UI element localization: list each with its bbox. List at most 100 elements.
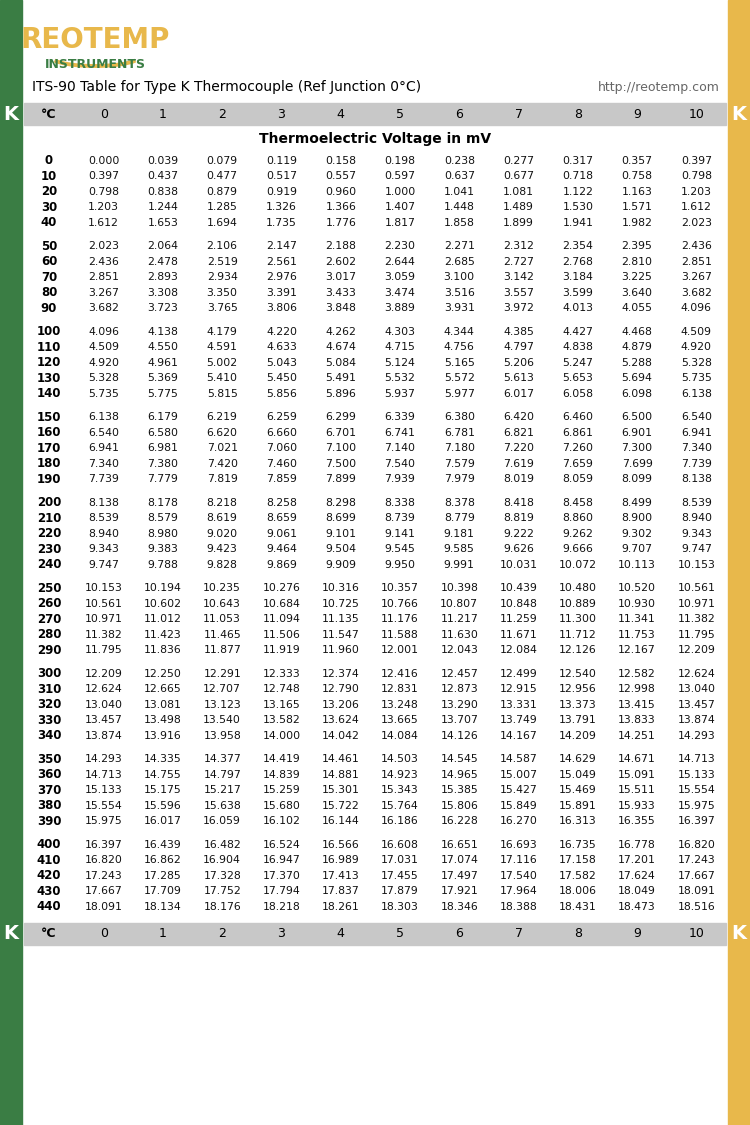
- Text: 4.591: 4.591: [207, 342, 238, 352]
- Text: 12.790: 12.790: [322, 684, 360, 694]
- Text: 18.261: 18.261: [322, 902, 359, 911]
- Text: 2.436: 2.436: [681, 241, 712, 251]
- Text: 10.276: 10.276: [262, 583, 301, 593]
- Text: 140: 140: [37, 387, 62, 400]
- Text: 2.934: 2.934: [207, 272, 238, 282]
- Text: 11.259: 11.259: [500, 614, 538, 624]
- Text: 1.530: 1.530: [562, 202, 593, 213]
- Text: 14.251: 14.251: [618, 731, 656, 740]
- Text: 3.557: 3.557: [503, 288, 534, 298]
- Text: 10.439: 10.439: [500, 583, 538, 593]
- Text: 5.491: 5.491: [326, 374, 356, 384]
- Text: 11.753: 11.753: [618, 630, 656, 640]
- Text: 18.006: 18.006: [559, 886, 597, 897]
- Text: 13.916: 13.916: [144, 731, 182, 740]
- Text: 5.124: 5.124: [385, 358, 416, 368]
- Text: 8.458: 8.458: [562, 497, 593, 507]
- Text: 11.465: 11.465: [203, 630, 241, 640]
- Text: 7.899: 7.899: [326, 475, 356, 484]
- Text: 15.133: 15.133: [677, 770, 716, 780]
- Text: 15.849: 15.849: [500, 801, 538, 811]
- Text: 10.235: 10.235: [203, 583, 241, 593]
- Text: 13.540: 13.540: [203, 716, 241, 726]
- Text: 16.059: 16.059: [203, 817, 241, 826]
- Text: 15.259: 15.259: [262, 785, 300, 795]
- Text: K: K: [4, 105, 19, 124]
- Text: 2.478: 2.478: [148, 256, 178, 267]
- Text: 16.820: 16.820: [677, 839, 716, 849]
- Text: 12.748: 12.748: [262, 684, 300, 694]
- Text: 6.017: 6.017: [503, 389, 534, 398]
- Text: 0: 0: [100, 108, 108, 120]
- Text: 7.140: 7.140: [385, 443, 416, 453]
- Text: 0.758: 0.758: [622, 171, 652, 181]
- Text: 17.624: 17.624: [618, 871, 656, 881]
- Text: 14.084: 14.084: [381, 731, 419, 740]
- Text: 5.613: 5.613: [503, 374, 534, 384]
- Text: 1.735: 1.735: [266, 218, 297, 227]
- Text: 6.620: 6.620: [207, 428, 238, 438]
- Text: 11.382: 11.382: [85, 630, 122, 640]
- Text: 13.331: 13.331: [500, 700, 538, 710]
- Text: 18.218: 18.218: [262, 902, 300, 911]
- Text: 5.896: 5.896: [326, 389, 356, 398]
- Text: 0.517: 0.517: [266, 171, 297, 181]
- Text: 6.981: 6.981: [148, 443, 178, 453]
- Text: 0.357: 0.357: [622, 155, 652, 165]
- Text: 7.979: 7.979: [444, 475, 475, 484]
- Text: 15.933: 15.933: [618, 801, 656, 811]
- Text: 17.074: 17.074: [440, 855, 479, 865]
- Text: 300: 300: [37, 667, 62, 681]
- Bar: [24, 104, 726, 125]
- Text: 3.017: 3.017: [326, 272, 356, 282]
- Text: 60: 60: [40, 255, 57, 268]
- Text: 13.206: 13.206: [322, 700, 360, 710]
- Text: 340: 340: [37, 729, 62, 742]
- Text: 10.971: 10.971: [677, 598, 716, 609]
- Text: 280: 280: [37, 628, 62, 641]
- Text: 16.651: 16.651: [440, 839, 479, 849]
- Text: 9.343: 9.343: [88, 544, 119, 555]
- Text: 13.833: 13.833: [618, 716, 656, 726]
- Text: 2.851: 2.851: [681, 256, 712, 267]
- Text: 6.741: 6.741: [385, 428, 416, 438]
- Text: 12.291: 12.291: [203, 668, 241, 678]
- Text: ITS-90 Table for Type K Thermocouple (Ref Junction 0°C): ITS-90 Table for Type K Thermocouple (Re…: [32, 80, 422, 94]
- Text: 13.457: 13.457: [677, 700, 716, 710]
- Text: 160: 160: [37, 426, 62, 439]
- Text: 15.722: 15.722: [322, 801, 359, 811]
- Text: 2.436: 2.436: [88, 256, 119, 267]
- Text: 6.179: 6.179: [148, 412, 178, 422]
- Text: 12.582: 12.582: [618, 668, 656, 678]
- Text: 10: 10: [688, 108, 704, 120]
- Text: 14.042: 14.042: [322, 731, 360, 740]
- Text: 0: 0: [100, 927, 108, 940]
- Text: 1.489: 1.489: [503, 202, 534, 213]
- Text: 12.126: 12.126: [559, 646, 597, 655]
- Text: 12.915: 12.915: [500, 684, 538, 694]
- Text: 15.680: 15.680: [262, 801, 301, 811]
- Text: 17.964: 17.964: [500, 886, 538, 897]
- Text: 8: 8: [574, 927, 582, 940]
- Text: 420: 420: [37, 870, 62, 882]
- Text: 3.474: 3.474: [385, 288, 416, 298]
- Text: 0.317: 0.317: [562, 155, 593, 165]
- Text: 5.856: 5.856: [266, 389, 297, 398]
- Text: 2.147: 2.147: [266, 241, 297, 251]
- Text: 5.735: 5.735: [88, 389, 119, 398]
- Text: 10.316: 10.316: [322, 583, 360, 593]
- Text: 4.344: 4.344: [444, 326, 475, 336]
- Text: 1.776: 1.776: [326, 218, 356, 227]
- Text: 2.602: 2.602: [326, 256, 356, 267]
- Text: 13.373: 13.373: [559, 700, 597, 710]
- Text: 5.165: 5.165: [444, 358, 475, 368]
- Text: 2.561: 2.561: [266, 256, 297, 267]
- Text: 2.023: 2.023: [681, 218, 712, 227]
- Text: 3: 3: [278, 927, 286, 940]
- Text: 1.899: 1.899: [503, 218, 534, 227]
- Text: 5.328: 5.328: [88, 374, 119, 384]
- Text: 7.619: 7.619: [503, 459, 534, 469]
- Text: 16.820: 16.820: [85, 855, 122, 865]
- Text: 1.612: 1.612: [88, 218, 119, 227]
- Text: 9.504: 9.504: [326, 544, 356, 555]
